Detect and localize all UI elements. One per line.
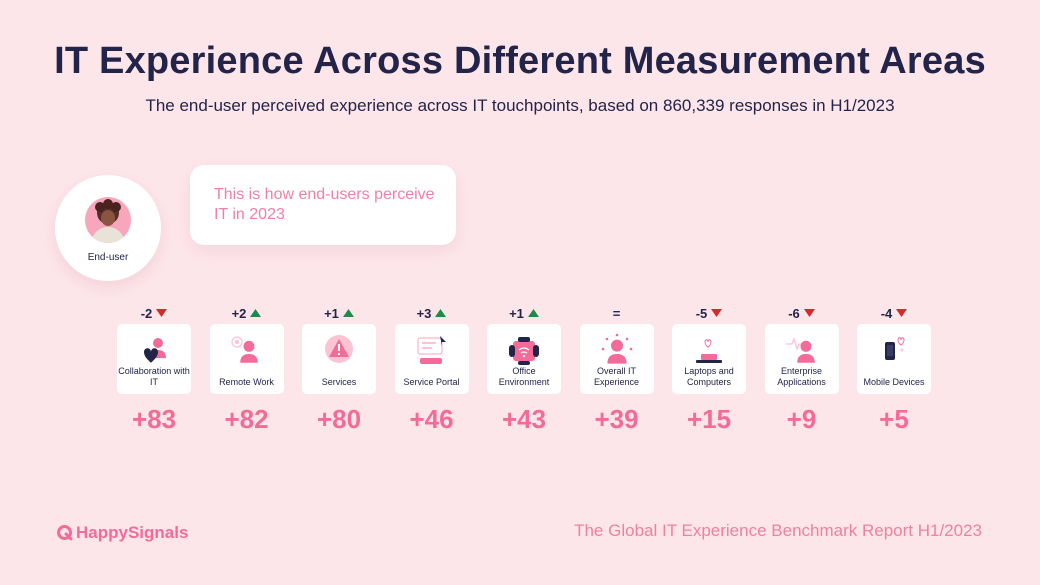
category-card: Laptops and Computers	[672, 324, 746, 394]
change-value: -6	[788, 305, 800, 321]
category-card: Office Environment	[487, 324, 561, 394]
category-label: Collaboration with IT	[118, 366, 190, 387]
arrow-up-icon	[435, 309, 447, 317]
metric-column: +3 Service Portal +46	[394, 305, 469, 435]
category-label: Overall IT Experience	[593, 366, 640, 387]
category-label: Laptops and Computers	[684, 366, 734, 387]
laptop-icon	[691, 332, 727, 368]
change-value: -2	[140, 305, 153, 321]
category-label: Service Portal	[403, 377, 460, 387]
category-card: Services	[302, 324, 376, 394]
end-user-avatar-card: End-user	[55, 175, 161, 281]
speech-bubble: This is how end-users perceive IT in 202…	[190, 165, 456, 245]
change-value: -5	[695, 305, 708, 321]
category-label: Services	[321, 377, 357, 387]
change-indicator: -4	[857, 305, 931, 321]
service-portal-icon	[414, 332, 450, 368]
overall-experience-icon	[599, 332, 635, 368]
category-label: Enterprise Applications	[777, 366, 826, 387]
page-title: IT Experience Across Different Measureme…	[54, 40, 986, 82]
arrow-down-icon	[156, 309, 168, 317]
metric-column: -4 Mobile Devices +5	[857, 305, 931, 435]
arrow-up-icon	[527, 309, 539, 317]
category-label: Office Environment	[498, 366, 550, 387]
category-card: Collaboration with IT	[117, 324, 191, 394]
office-icon	[506, 332, 542, 368]
end-user-label: End-user	[87, 252, 129, 263]
change-indicator: -5	[672, 305, 746, 321]
arrow-down-icon	[803, 309, 815, 317]
change-indicator: +1	[302, 305, 376, 321]
change-indicator: -2	[117, 305, 191, 321]
remote-work-icon	[229, 332, 265, 368]
category-card: Enterprise Applications	[764, 324, 839, 394]
arrow-down-icon	[896, 309, 908, 317]
change-indicator: +3	[395, 305, 469, 321]
change-indicator: -6	[765, 305, 839, 321]
arrow-down-icon	[711, 309, 723, 317]
report-name: The Global IT Experience Benchmark Repor…	[574, 521, 982, 540]
score-value: +82	[224, 404, 269, 434]
change-value: +1	[509, 305, 524, 321]
change-value: +1	[324, 305, 339, 321]
change-indicator: =	[580, 305, 654, 321]
score-value: +46	[409, 404, 454, 434]
arrow-up-icon	[342, 309, 354, 317]
metric-column: -5 Laptops and Computers +15	[672, 305, 746, 435]
mobile-device-icon	[876, 332, 912, 368]
brand-logo: HappySignals	[57, 522, 188, 544]
score-value: +39	[594, 404, 639, 434]
category-card: Overall IT Experience	[579, 324, 654, 394]
brand-name: HappySignals	[76, 523, 189, 542]
metric-column: +2 Remote Work +82	[209, 305, 284, 435]
happysignals-logo-icon	[57, 525, 73, 541]
change-indicator: +2	[210, 305, 284, 321]
change-value: +3	[416, 305, 432, 321]
page-subtitle: The end-user perceived experience across…	[145, 96, 895, 115]
change-indicator: +1	[487, 305, 561, 321]
category-card: Remote Work	[209, 324, 284, 394]
score-value: +5	[879, 404, 909, 434]
category-card: Service Portal	[394, 324, 469, 394]
category-label: Mobile Devices	[863, 377, 925, 387]
speech-bubble-text: This is how end-users perceive IT in 202…	[214, 186, 435, 223]
warning-icon	[321, 332, 357, 368]
heart-user-icon	[136, 332, 172, 368]
metric-column: -6 Enterprise Applications +9	[764, 305, 839, 435]
score-value: +83	[131, 404, 177, 434]
change-value: +2	[231, 305, 247, 321]
metric-column: +1 Office Environment +43	[487, 305, 561, 435]
category-label: Remote Work	[219, 377, 274, 387]
category-card: Mobile Devices	[857, 324, 931, 394]
change-value: -4	[880, 305, 893, 321]
metric-column: = Overall IT Experience +39	[579, 305, 654, 435]
change-value: =	[612, 305, 621, 321]
score-value: +43	[501, 404, 547, 434]
avatar	[85, 197, 131, 243]
score-value: +9	[786, 404, 817, 434]
score-value: +80	[316, 404, 362, 434]
arrow-up-icon	[250, 309, 262, 317]
metric-column: +1 Services +80	[302, 305, 376, 435]
enterprise-app-icon	[784, 332, 820, 368]
metric-column: -2 Collaboration with IT +83	[117, 305, 191, 435]
score-value: +15	[686, 404, 732, 434]
